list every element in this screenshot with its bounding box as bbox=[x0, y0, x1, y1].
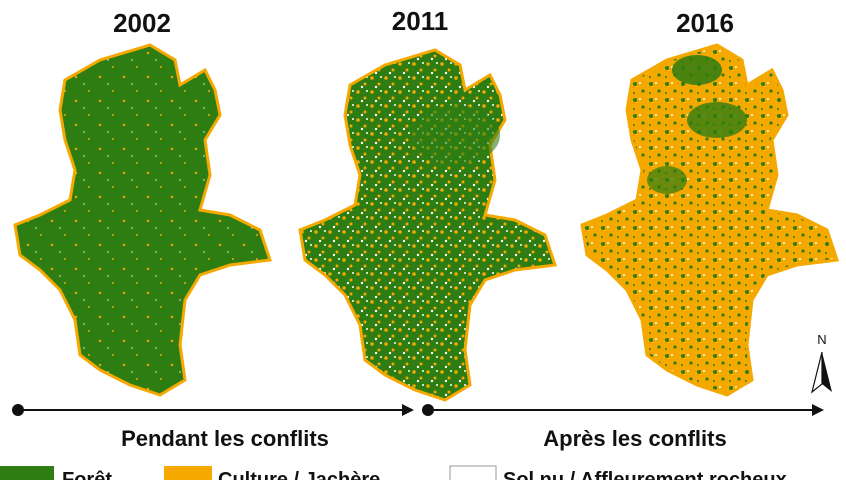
year-label: 2011 bbox=[392, 6, 448, 36]
north-label: N bbox=[817, 332, 826, 347]
timeline: Pendant les conflits Après les conflits bbox=[12, 404, 824, 451]
map-2002: 2002 bbox=[13, 8, 272, 397]
period-label: Après les conflits bbox=[543, 426, 726, 451]
legend-swatch bbox=[449, 465, 497, 480]
north-arrow: N bbox=[810, 332, 832, 394]
map-2016: 2016 bbox=[580, 8, 839, 397]
legend-label: Culture / Jachère bbox=[218, 469, 380, 480]
period-label: Pendant les conflits bbox=[121, 426, 329, 451]
legend-label: Sol nu / Affleurement rocheux bbox=[503, 469, 787, 480]
legend-label: Forêt bbox=[62, 469, 112, 480]
map-2011: 2011 bbox=[298, 6, 557, 402]
year-label: 2016 bbox=[676, 8, 734, 38]
legend-swatch bbox=[164, 466, 212, 480]
legend: Forêt Culture / Jachère Sol nu / Affleur… bbox=[0, 465, 787, 480]
year-label: 2002 bbox=[113, 8, 171, 38]
legend-swatch bbox=[0, 466, 54, 480]
